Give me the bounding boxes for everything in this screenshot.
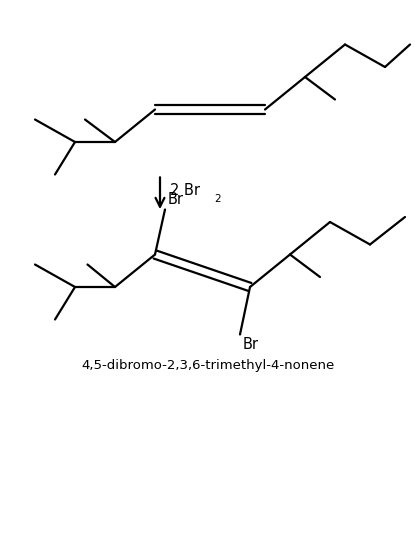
Text: Br: Br: [242, 337, 259, 352]
Text: Br: Br: [168, 192, 183, 207]
Text: 2 Br: 2 Br: [170, 183, 200, 198]
Text: 2: 2: [214, 194, 221, 204]
Text: 4,5-dibromo-2,3,6-trimethyl-4-nonene: 4,5-dibromo-2,3,6-trimethyl-4-nonene: [81, 359, 334, 373]
